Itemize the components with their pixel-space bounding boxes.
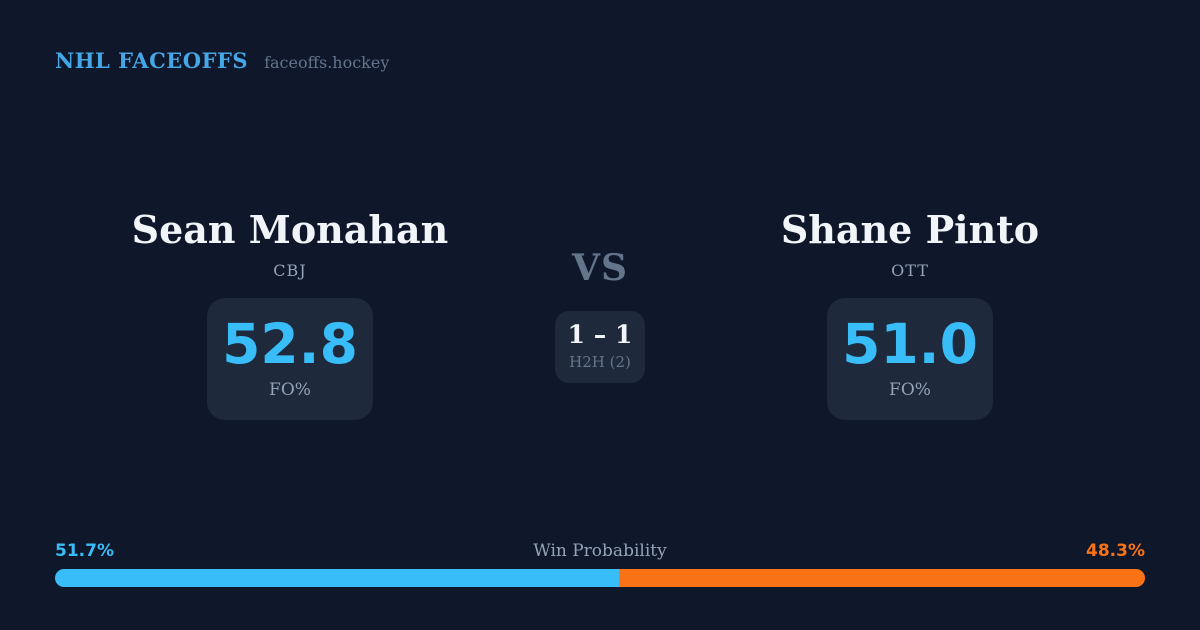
h2h-label: H2H (2)	[569, 353, 631, 371]
player-right-name: Shane Pinto	[780, 207, 1040, 252]
win-probability-bar	[55, 569, 1145, 587]
win-probability-bar-right-segment	[618, 569, 1145, 587]
brand-title: NHL FACEOFFS	[55, 48, 249, 73]
player-right-stat-label: FO%	[889, 380, 931, 401]
win-probability-right-pct: 48.3%	[1086, 541, 1145, 561]
win-probability-title: Win Probability	[533, 541, 667, 561]
h2h-score: 1 – 1	[567, 320, 633, 349]
player-right-team: OTT	[891, 260, 929, 280]
player-left-team: CBJ	[273, 260, 307, 280]
win-probability-section: 51.7% Win Probability 48.3%	[55, 541, 1145, 587]
site-url: faceoffs.hockey	[264, 53, 390, 72]
player-left-name: Sean Monahan	[131, 207, 449, 252]
win-probability-left-pct: 51.7%	[55, 541, 114, 561]
player-left-stat-value: 52.8	[222, 312, 358, 377]
matchup-center: VS 1 – 1 H2H (2)	[500, 250, 700, 383]
player-left-stat-card: 52.8 FO%	[207, 297, 373, 420]
h2h-card: 1 – 1 H2H (2)	[555, 311, 645, 383]
player-left: Sean Monahan CBJ 52.8 FO%	[90, 208, 490, 420]
player-left-stat-label: FO%	[269, 380, 311, 401]
vs-label: VS	[572, 247, 628, 289]
header: NHL FACEOFFS faceoffs.hockey	[55, 48, 389, 73]
player-right-stat-card: 51.0 FO%	[827, 297, 993, 420]
player-right: Shane Pinto OTT 51.0 FO%	[710, 208, 1110, 420]
win-probability-bar-left-segment	[55, 569, 619, 587]
player-right-stat-value: 51.0	[842, 312, 978, 377]
